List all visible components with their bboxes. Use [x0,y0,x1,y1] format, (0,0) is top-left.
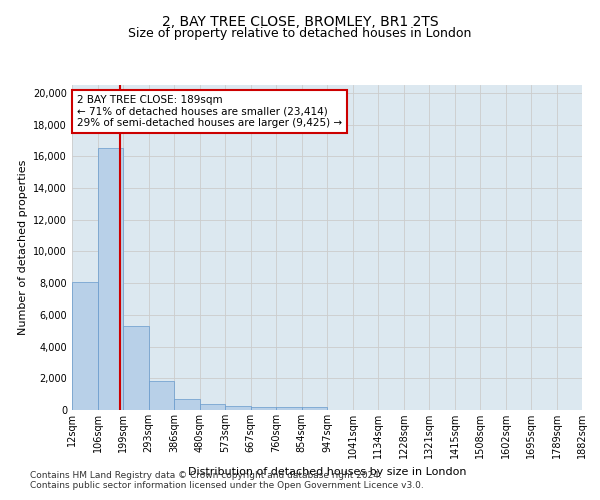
Bar [174,399,200,410]
Bar [302,408,327,410]
X-axis label: Distribution of detached houses by size in London: Distribution of detached houses by size … [188,466,466,476]
Text: 2, BAY TREE CLOSE, BROMLEY, BR1 2TS: 2, BAY TREE CLOSE, BROMLEY, BR1 2TS [161,15,439,29]
Y-axis label: Number of detached properties: Number of detached properties [18,160,28,335]
Bar [123,326,149,410]
Bar [200,404,225,410]
Text: Contains HM Land Registry data © Crown copyright and database right 2024.: Contains HM Land Registry data © Crown c… [30,471,382,480]
Bar [72,282,98,410]
Bar [98,148,123,410]
Text: Contains public sector information licensed under the Open Government Licence v3: Contains public sector information licen… [30,481,424,490]
Bar [276,407,302,410]
Bar [251,407,276,410]
Bar [149,380,174,410]
Text: 2 BAY TREE CLOSE: 189sqm
← 71% of detached houses are smaller (23,414)
29% of se: 2 BAY TREE CLOSE: 189sqm ← 71% of detach… [77,94,342,128]
Bar [225,406,251,410]
Text: Size of property relative to detached houses in London: Size of property relative to detached ho… [128,28,472,40]
